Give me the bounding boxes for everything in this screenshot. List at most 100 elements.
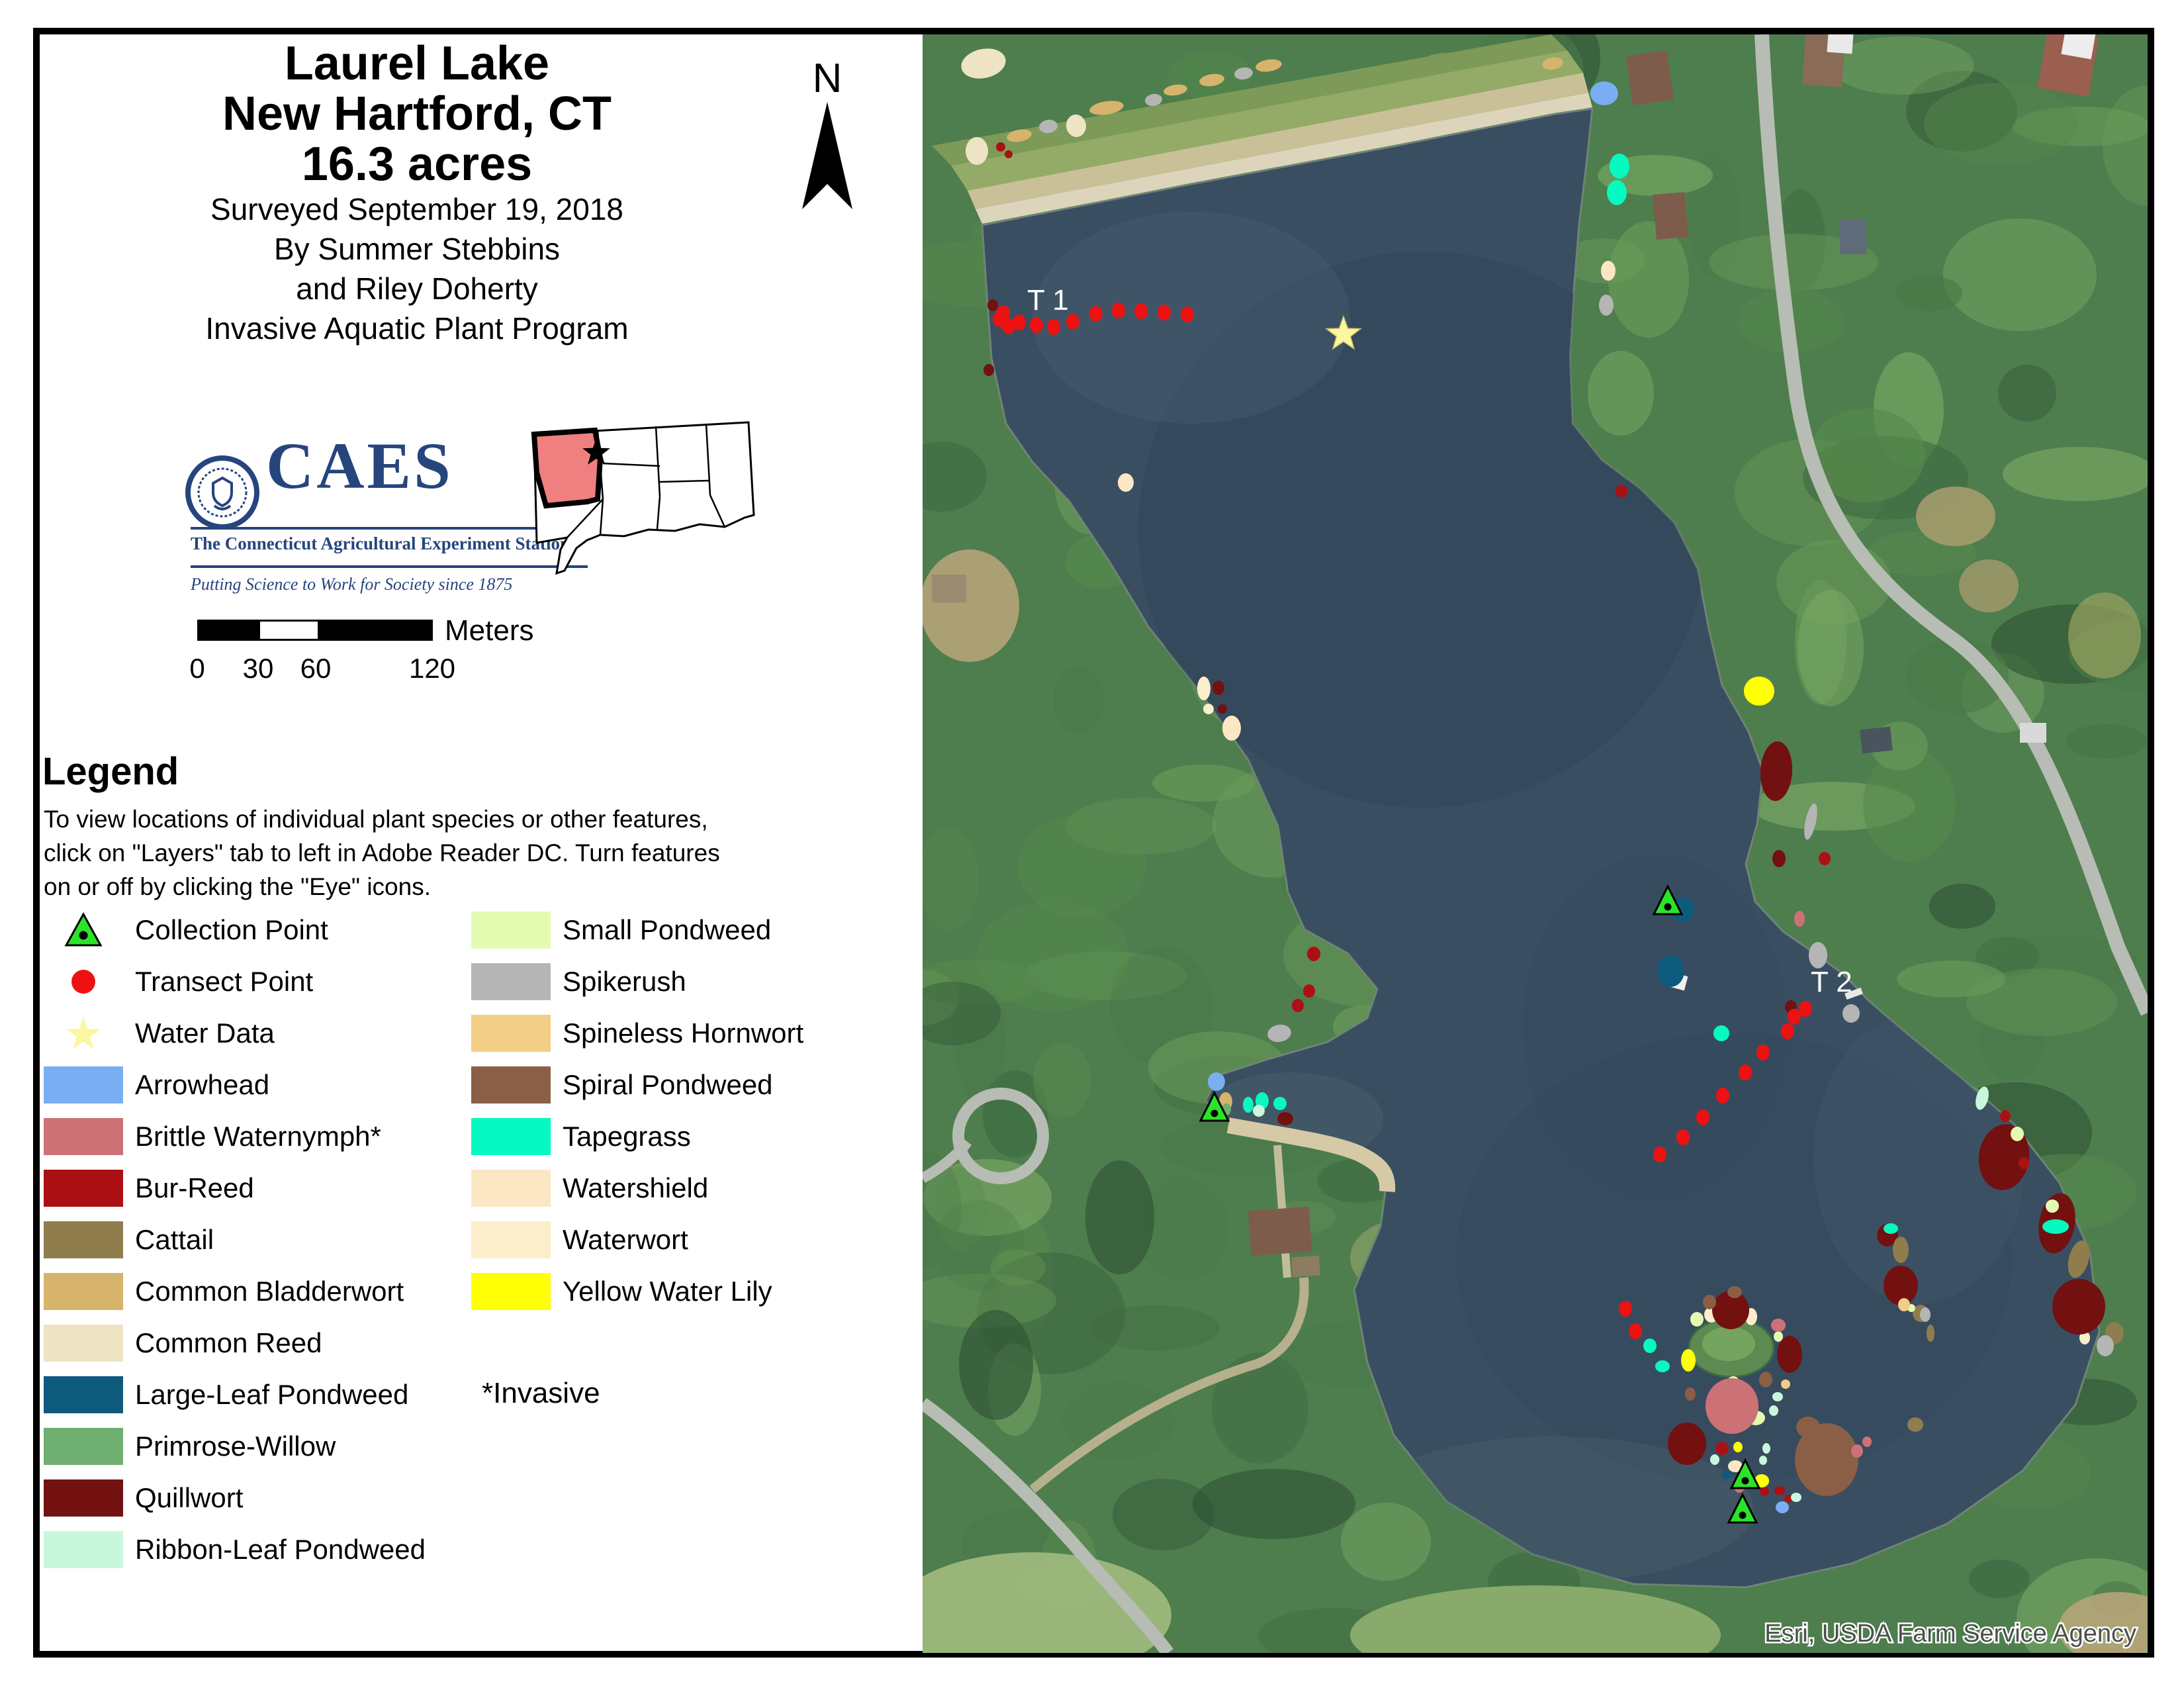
map-feature-bur-reed [996,142,1005,152]
map-feature-tapegrass [1655,1360,1670,1372]
legend-item-label: Collection Point [135,914,328,945]
litchfield-county-highlight [531,427,604,509]
map-feature-bur-reed [1819,852,1831,865]
town-title: New Hartford, CT [222,87,612,140]
survey-date: Surveyed September 19, 2018 [210,192,623,226]
legend-item-spikerush: Spikerush [471,956,803,1008]
map-feature-quillwort [983,364,994,376]
map-feature-bur-reed [1005,150,1013,158]
map-feature-spiral-pondweed [1703,1295,1716,1309]
map-feature-bur-reed [1774,1486,1785,1495]
map-feature-cattail [1893,1237,1909,1263]
scale-tick: 0 [189,653,205,684]
map-feature-brittle-waternymph [1771,1319,1786,1332]
map-feature-waterwort [1203,704,1214,714]
caes-rule-bottom [191,565,588,568]
transect-point-marker [1781,1023,1794,1039]
legend-heading: Legend [42,750,179,793]
legend-column-right: Small Pondweed Spikerush Spineless Hornwor… [471,904,803,1317]
map-feature-arrowhead [1208,1072,1225,1091]
map-attribution: Esri, USDA Farm Service Agency [1764,1620,2136,1648]
collection-point-marker [1727,1492,1758,1524]
map-feature-spikerush [1267,1024,1291,1043]
map-feature-quillwort [1218,704,1227,714]
map-feature-ribbon-leaf-pondweed [1253,1105,1265,1117]
map-feature-tapegrass [1273,1097,1287,1110]
transect-point-marker [1134,303,1148,319]
legend-item-small-pondweed: Small Pondweed [471,904,803,956]
map-feature-spiral-pondweed [1727,1286,1742,1298]
map-feature-yellow-water-lily [1744,677,1774,706]
map-feature-common-bladderwort [1007,129,1032,142]
map-feature-tapegrass [2042,1219,2069,1234]
transect-point-marker [1676,1129,1690,1145]
map-feature-quillwort [1668,1423,1706,1465]
map-feature-quillwort [1772,850,1786,867]
map-feature-ribbon-leaf-pondweed [1710,1454,1719,1465]
north-arrow: N [792,58,863,216]
legend-item-arrowhead: Arrowhead [44,1059,426,1111]
map-feature-small-pondweed [1774,1331,1783,1342]
map-feature-quillwort [1760,741,1793,801]
map-feature-watershield [1222,716,1241,741]
transect-1-label: T 1 [1027,284,1069,316]
surveyor-2: and Riley Doherty [296,271,538,306]
legend-item-spiral-pondweed: Spiral Pondweed [471,1059,803,1111]
transect-point-marker [1002,318,1015,334]
map-feature-yellow-water-lily [1681,1349,1696,1372]
legend-item-label: Common Reed [135,1327,322,1358]
transect-point-marker [1047,319,1060,335]
transect-point-marker [1089,306,1103,322]
map-feature-common-bladderwort [1089,101,1124,115]
transect-point-marker [1653,1147,1666,1162]
map-feature-small-pondweed [2046,1199,2059,1213]
legend-item-large-leaf-pondweed: Large-Leaf Pondweed [44,1369,426,1421]
map-feature-bur-reed [1715,1442,1729,1455]
legend-item-label: Common Bladderwort [135,1276,404,1307]
legend-item-label: Spineless Hornwort [563,1017,804,1049]
map-feature-common-bladderwort [1542,57,1563,70]
map-feature-tapegrass [1607,180,1627,205]
legend-item-bur-reed: Bur-Reed [44,1162,426,1214]
transect-point-marker [1739,1064,1752,1080]
legend-item-water-data: Water Data [44,1008,426,1059]
legend-item-yellow-water-lily: Yellow Water Lily [471,1266,803,1317]
legend-item-tapegrass: Tapegrass [471,1111,803,1162]
map-feature-common-bladderwort [1255,59,1282,72]
legend-note-line3: on or off by clicking the "Eye" icons. [44,873,431,900]
transect-points [993,303,1812,1339]
map-feature-bur-reed [1615,485,1627,498]
map-feature-brittle-waternymph [1706,1378,1758,1434]
legend-item-label: Small Pondweed [563,914,772,945]
clearings [923,487,2148,1653]
map-feature-ribbon-leaf-pondweed [1772,1392,1783,1401]
map-feature-cattail [2068,1240,2090,1278]
ct-state-inset [531,421,755,575]
map-feature-quillwort [1777,1336,1802,1373]
map-feature-spikerush [1234,67,1253,80]
legend-item-label: Spiral Pondweed [563,1069,773,1100]
legend-note: To view locations of individual plant sp… [44,802,720,904]
transect-point-marker [1158,305,1171,320]
surveyor-1: By Summer Stebbins [273,232,561,266]
collection-point-marker [1652,884,1684,915]
legend-item-label: Spikerush [563,966,686,997]
collection-point-marker [1729,1458,1761,1489]
scale-tick: 120 [408,653,456,684]
map-feature-tapegrass [1884,1223,1898,1234]
legend-item-collection-point: Collection Point [44,904,426,956]
map-feature-spikerush [2097,1335,2114,1356]
map-feature-spikerush [1145,93,1162,107]
map-feature-tapegrass [1243,1097,1253,1113]
map-feature-bur-reed [2000,1110,2011,1122]
plant-species-polygons [961,48,2124,1513]
legend-item-label: Cattail [135,1224,214,1255]
legend-item-common-reed: Common Reed [44,1317,426,1369]
legend-item-label: Quillwort [135,1482,244,1513]
scale-tick: 60 [300,653,332,684]
title-block: Laurel Lake New Hartford, CT 16.3 acres … [93,38,741,348]
invasive-footnote: *Invasive [482,1377,600,1409]
map-feature-quillwort [1712,1291,1749,1329]
map-feature-quillwort [1277,1112,1293,1125]
map-feature-watershield [1118,473,1134,492]
